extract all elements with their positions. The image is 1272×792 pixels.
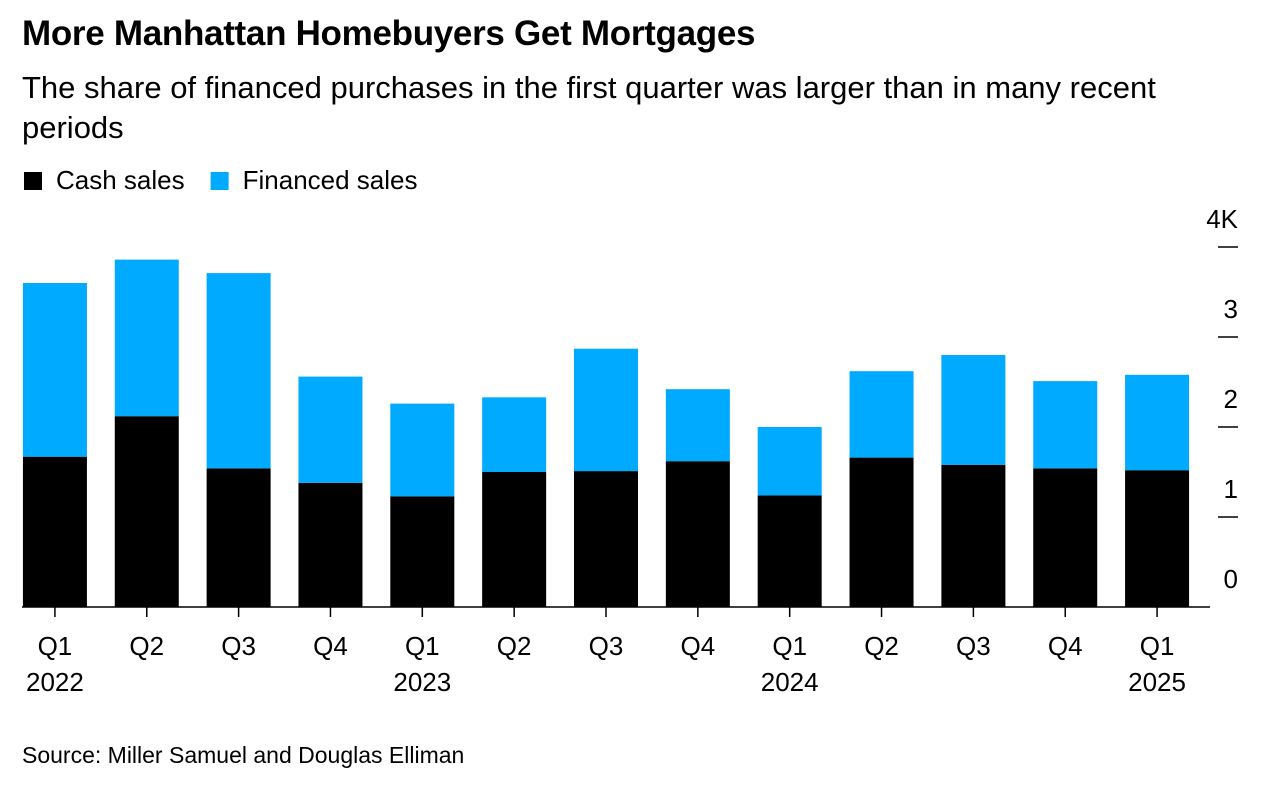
bar-segment <box>206 273 271 469</box>
bar-segment <box>849 457 914 607</box>
x-group-label: 2024 <box>761 667 819 697</box>
x-tick-label: Q3 <box>589 631 624 661</box>
bar-segment <box>390 403 455 497</box>
bar-segment <box>941 464 1006 607</box>
x-tick-label: Q4 <box>1048 631 1083 661</box>
bar-segment <box>1125 470 1190 607</box>
x-group-label: 2025 <box>1128 667 1186 697</box>
legend-swatch <box>210 172 229 190</box>
bar-segment <box>22 456 87 607</box>
bar-segment <box>390 496 455 607</box>
bar-segment <box>665 389 730 462</box>
x-tick-label: Q1 <box>772 631 807 661</box>
x-tick-label: Q2 <box>864 631 899 661</box>
bar-segment <box>482 397 547 472</box>
x-tick-label: Q3 <box>221 631 256 661</box>
x-tick-label: Q1 <box>1140 631 1175 661</box>
bar-segment <box>665 461 730 607</box>
x-tick-label: Q2 <box>497 631 532 661</box>
x-tick-label: Q2 <box>129 631 164 661</box>
legend-label: Cash sales <box>56 165 185 195</box>
y-tick-label: 4K <box>1206 204 1238 234</box>
bar-segment <box>574 471 638 607</box>
chart-title: More Manhattan Homebuyers Get Mortgages <box>22 14 756 53</box>
chart-subtitle: The share of financed purchases in the f… <box>22 70 1156 145</box>
bar-segment <box>114 416 179 607</box>
legend-swatch <box>24 172 42 190</box>
bar-segment <box>1033 468 1098 607</box>
bar-segment <box>298 376 363 483</box>
bar-segment <box>114 259 179 417</box>
bar-segment <box>757 427 822 496</box>
bar-segment <box>941 355 1006 465</box>
bar-segment <box>206 468 271 607</box>
y-tick-label: 0 <box>1224 564 1238 594</box>
y-tick-label: 2 <box>1224 384 1238 414</box>
y-tick-label: 3 <box>1224 294 1238 324</box>
x-tick-label: Q4 <box>313 631 348 661</box>
x-tick-label: Q1 <box>38 631 73 661</box>
bar-segment <box>22 283 87 457</box>
legend-label: Financed sales <box>243 165 418 195</box>
bar-segment <box>574 348 638 472</box>
x-group-label: 2023 <box>393 667 451 697</box>
x-tick-label: Q1 <box>405 631 440 661</box>
x-tick-label: Q3 <box>956 631 991 661</box>
bar-segment <box>849 371 914 458</box>
x-group-label: 2022 <box>26 667 84 697</box>
bar-segment <box>1033 381 1098 469</box>
bar-segment <box>482 472 547 607</box>
x-tick-label: Q4 <box>681 631 716 661</box>
y-tick-label: 1 <box>1224 474 1238 504</box>
source: Source: Miller Samuel and Douglas Ellima… <box>22 742 465 768</box>
bar-segment <box>757 495 822 607</box>
bar-segment <box>298 482 363 607</box>
bar-segment <box>1125 374 1190 471</box>
